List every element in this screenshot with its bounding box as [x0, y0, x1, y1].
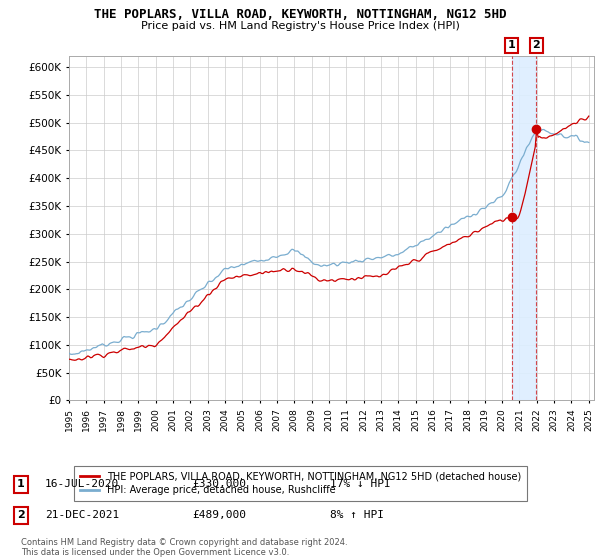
- Text: 1: 1: [17, 479, 25, 489]
- Text: THE POPLARS, VILLA ROAD, KEYWORTH, NOTTINGHAM, NG12 5HD: THE POPLARS, VILLA ROAD, KEYWORTH, NOTTI…: [94, 8, 506, 21]
- Text: £489,000: £489,000: [192, 510, 246, 520]
- Text: 21-DEC-2021: 21-DEC-2021: [45, 510, 119, 520]
- Text: £330,000: £330,000: [192, 479, 246, 489]
- Text: 1: 1: [508, 40, 515, 50]
- Text: 17% ↓ HPI: 17% ↓ HPI: [330, 479, 391, 489]
- Text: 2: 2: [532, 40, 540, 50]
- Bar: [512, 56, 536, 400]
- Text: 16-JUL-2020: 16-JUL-2020: [45, 479, 119, 489]
- Text: Contains HM Land Registry data © Crown copyright and database right 2024.
This d: Contains HM Land Registry data © Crown c…: [21, 538, 347, 557]
- Text: 8% ↑ HPI: 8% ↑ HPI: [330, 510, 384, 520]
- Text: 2: 2: [17, 510, 25, 520]
- Legend: THE POPLARS, VILLA ROAD, KEYWORTH, NOTTINGHAM, NG12 5HD (detached house), HPI: A: THE POPLARS, VILLA ROAD, KEYWORTH, NOTTI…: [74, 465, 527, 501]
- Text: Price paid vs. HM Land Registry's House Price Index (HPI): Price paid vs. HM Land Registry's House …: [140, 21, 460, 31]
